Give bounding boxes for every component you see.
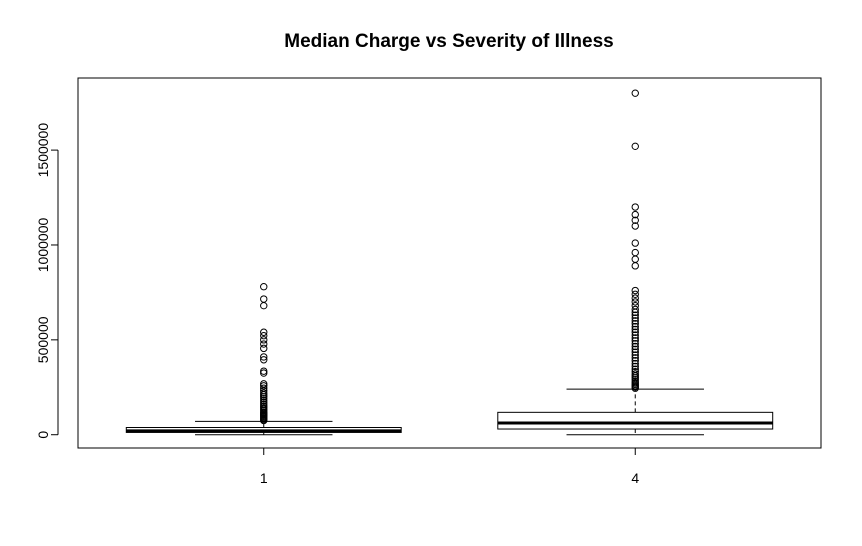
outlier-point xyxy=(631,331,639,339)
outlier-point xyxy=(631,368,639,376)
outlier-point xyxy=(260,384,268,392)
outlier-point xyxy=(631,345,639,354)
outlier-point xyxy=(260,331,268,340)
outlier-point xyxy=(260,394,268,403)
outlier-point xyxy=(631,362,639,371)
outlier-point xyxy=(631,311,639,319)
outlier-point xyxy=(631,203,639,211)
outlier-point xyxy=(631,354,639,362)
outlier-point xyxy=(260,356,268,364)
x-tick-label: 4 xyxy=(631,470,639,486)
outlier-point xyxy=(631,322,639,331)
y-tick-label: 500000 xyxy=(35,316,51,363)
outlier-point xyxy=(631,216,639,225)
outlier-point xyxy=(260,389,268,397)
outlier-point xyxy=(260,353,268,361)
outlier-point xyxy=(631,377,639,386)
outlier-point xyxy=(631,298,639,306)
outlier-point xyxy=(631,294,639,302)
outlier-point xyxy=(631,222,639,230)
outlier-point xyxy=(631,342,639,351)
outlier-point xyxy=(260,380,268,388)
outlier-point xyxy=(260,400,268,409)
x-tick-label: 1 xyxy=(260,470,268,486)
outlier-point xyxy=(631,89,639,97)
outlier-point xyxy=(631,339,639,348)
outlier-point xyxy=(631,334,639,342)
box-group xyxy=(497,89,774,436)
box-group xyxy=(125,283,402,436)
outlier-point xyxy=(631,375,639,384)
outlier-point xyxy=(631,357,639,365)
outlier-point xyxy=(260,283,268,291)
outlier-point xyxy=(631,262,639,270)
outlier-point xyxy=(260,367,268,375)
outlier-point xyxy=(260,369,268,377)
outlier-point xyxy=(260,328,268,336)
outlier-point xyxy=(631,365,639,373)
y-tick-label: 0 xyxy=(35,431,51,439)
outlier-point xyxy=(260,340,268,348)
outlier-point xyxy=(260,336,268,344)
outlier-point xyxy=(631,210,639,219)
outlier-point xyxy=(631,290,639,299)
outlier-point xyxy=(260,344,268,353)
outlier-point xyxy=(631,320,639,328)
plot-frame xyxy=(77,77,822,449)
box-iqr xyxy=(497,411,774,430)
outlier-point xyxy=(631,359,639,368)
outlier-point xyxy=(260,301,268,310)
outlier-point xyxy=(260,398,268,407)
outlier-point xyxy=(631,305,639,314)
outlier-point xyxy=(631,337,639,345)
chart-title: Median Charge vs Severity of Illness xyxy=(284,31,613,52)
outlier-point xyxy=(260,402,268,410)
y-axis: 0 500000 1000000 1500000 xyxy=(35,123,59,439)
outlier-point xyxy=(631,348,639,356)
outlier-point xyxy=(260,295,268,303)
outlier-point xyxy=(260,396,268,405)
outlier-point xyxy=(631,286,639,295)
outlier-point xyxy=(631,328,639,336)
outlier-point xyxy=(631,317,639,325)
y-tick-label: 1000000 xyxy=(35,218,51,273)
outlier-point xyxy=(631,370,639,378)
outlier-point xyxy=(631,325,639,334)
outlier-point xyxy=(631,239,639,247)
outlier-point xyxy=(631,142,639,151)
outlier-point xyxy=(631,314,639,322)
y-tick-label: 1500000 xyxy=(35,123,51,178)
box-series xyxy=(125,89,774,436)
outlier-point xyxy=(631,248,639,257)
outlier-point xyxy=(631,301,639,310)
outlier-point xyxy=(631,351,639,359)
outlier-point xyxy=(631,255,639,263)
outlier-point xyxy=(260,382,268,390)
